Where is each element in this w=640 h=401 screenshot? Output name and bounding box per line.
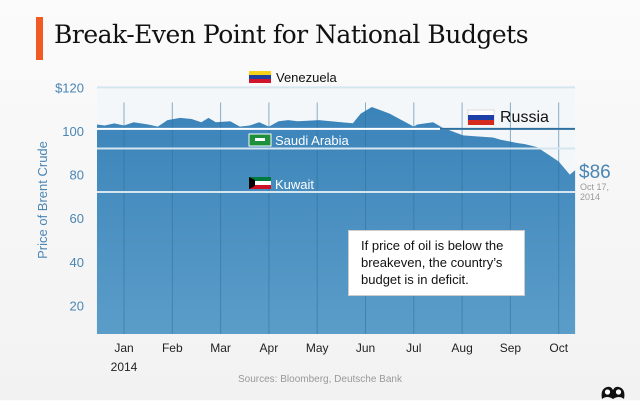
x-tick-label: Sep — [500, 341, 522, 355]
x-tick-label: Aug — [451, 341, 472, 355]
flag-venezuela-icon — [249, 71, 271, 83]
latest-price-label: $86 — [579, 162, 611, 183]
annotation-note: If price of oil is below the breakeven, … — [348, 230, 525, 296]
breakeven-label: Venezuela — [276, 70, 337, 85]
y-tick-label: $120 — [55, 80, 84, 95]
y-tick-label: 100 — [62, 124, 84, 139]
breakeven-label: Kuwait — [275, 177, 314, 192]
x-tick-label: Jan — [114, 341, 133, 355]
x-tick-label: Mar — [210, 341, 231, 355]
x-tick-label: Jul — [406, 341, 421, 355]
latest-year-label: 2014 — [580, 192, 600, 202]
y-tick-label: 40 — [70, 255, 84, 270]
x-tick-label: May — [306, 341, 329, 355]
y-tick-label: 80 — [70, 168, 84, 183]
y-tick-label: 20 — [70, 298, 84, 313]
chart-title: Break-Even Point for National Budgets — [54, 20, 529, 49]
breakeven-label: Russia — [500, 109, 549, 126]
source-text: Sources: Bloomberg, Deutsche Bank — [238, 374, 402, 385]
breakeven-label: Saudi Arabia — [275, 133, 349, 148]
x-tick-label: Oct — [549, 341, 568, 355]
x-tick-label: Feb — [162, 341, 183, 355]
flag-saudi-arabia-icon — [248, 133, 272, 147]
x-tick-label: Apr — [260, 341, 279, 355]
y-axis-label: Price of Brent Crude — [35, 141, 50, 259]
flag-russia-icon — [467, 109, 495, 125]
title-accent-bar — [36, 17, 43, 60]
flag-kuwait-icon — [249, 177, 271, 189]
x-tick-label: Jun — [356, 341, 375, 355]
x-tick-sublabel: 2014 — [111, 360, 138, 374]
y-tick-label: 60 — [70, 211, 84, 226]
logo-icon — [601, 386, 625, 399]
latest-date-label: Oct 17, — [580, 182, 609, 192]
